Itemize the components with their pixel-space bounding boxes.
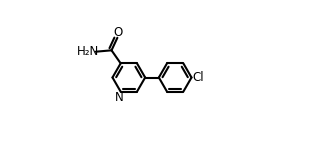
Text: H₂N: H₂N: [77, 44, 99, 58]
Text: N: N: [115, 91, 124, 104]
Text: Cl: Cl: [192, 71, 204, 84]
Text: O: O: [113, 26, 123, 39]
